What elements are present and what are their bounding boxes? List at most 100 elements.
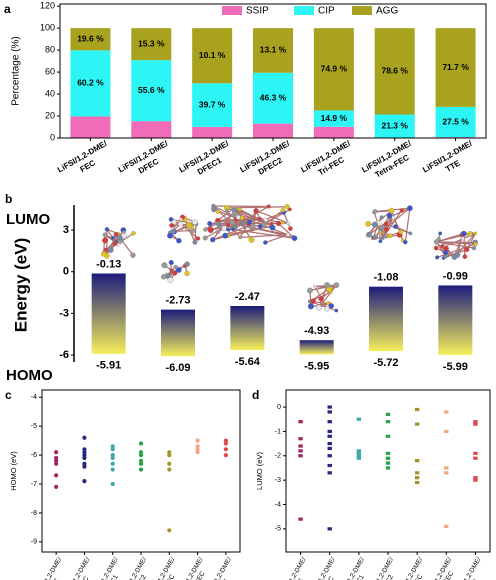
point	[473, 456, 478, 460]
atom	[318, 296, 324, 302]
x-tick-label-group: LiFSI/1,2-DME/Tri-FEC	[148, 556, 176, 580]
x-tick-label: Tri-FEC	[407, 573, 424, 580]
atom	[178, 221, 184, 227]
atom	[250, 223, 256, 229]
atom	[203, 227, 208, 232]
bond	[265, 234, 289, 244]
x-tick-label-group: LiFSI/1,2-DME/TTE	[205, 556, 233, 580]
atom	[366, 231, 372, 238]
atom	[406, 205, 413, 212]
bond	[213, 205, 269, 208]
point	[82, 435, 87, 440]
point	[327, 420, 332, 424]
point	[356, 449, 362, 453]
x-tick-label: DFEC	[321, 575, 336, 580]
point	[110, 447, 115, 452]
atom	[371, 221, 378, 228]
point	[298, 437, 303, 441]
lumo-value: -0.99	[443, 270, 468, 282]
atom	[202, 235, 208, 241]
atom	[225, 208, 230, 213]
x-tick-label-group: LiFSI/1,2-DME/DFEC2	[238, 138, 291, 176]
atom	[239, 215, 245, 221]
y-tick-label: -4	[275, 501, 281, 508]
point	[385, 412, 391, 416]
atom	[104, 247, 109, 252]
point	[327, 410, 332, 414]
atom	[436, 236, 441, 241]
atom	[131, 231, 136, 236]
legend-swatch	[294, 6, 314, 15]
atom	[225, 222, 231, 228]
x-tick-label-group: LiFSI/1,2-DME/FEC	[56, 138, 109, 174]
x-tick-label-group: LiFSI/1,2-DME/Tetra-FEC	[360, 138, 413, 179]
value-label: 13.1 %	[260, 45, 287, 55]
y-tick-label: -3	[59, 307, 69, 319]
lumo-value: -4.93	[304, 325, 329, 337]
point	[195, 444, 200, 449]
x-tick-label-group: LiFSI/1,2-DME/DFEC	[117, 138, 170, 175]
x-tick-label-group: LiFSI/1,2-DME/DFEC	[63, 556, 91, 580]
atom	[211, 206, 217, 213]
atom	[310, 298, 316, 304]
y-axis-label: Percentage (%)	[11, 36, 22, 105]
lumo-value: -1.08	[373, 272, 398, 284]
bar-segment	[192, 28, 233, 84]
y-axis-label: HOMO (eV)	[9, 451, 18, 491]
atom	[257, 216, 262, 221]
legend-label: AGG	[376, 6, 398, 17]
atom	[186, 222, 193, 229]
atom	[247, 219, 253, 225]
atom	[102, 237, 109, 244]
point	[327, 446, 332, 451]
x-tick-label-group: LiFSI/1,2-DME/FEC	[280, 556, 308, 580]
x-tick-label: LiFSI/1,2-DME/	[35, 556, 63, 580]
y-tick-label: 60	[45, 66, 55, 76]
point	[298, 420, 303, 424]
atom	[433, 245, 439, 251]
x-tick-label-group: LiFSI/1,2-DME/Tetra-FEC	[425, 556, 455, 580]
point	[223, 441, 228, 446]
x-tick-label: DFEC	[76, 575, 91, 580]
atom	[229, 219, 236, 226]
atom	[269, 221, 274, 226]
point	[414, 459, 420, 463]
homo-value: -5.72	[373, 357, 398, 369]
atom	[379, 215, 384, 220]
bar-segment	[374, 114, 415, 138]
atom	[443, 254, 448, 259]
point	[414, 480, 420, 485]
atom	[111, 235, 115, 240]
atom	[403, 239, 408, 245]
bar-segment	[70, 28, 111, 51]
legend-label: CIP	[318, 6, 335, 17]
point	[327, 434, 332, 438]
atom	[101, 251, 107, 257]
atom	[313, 284, 317, 289]
bond	[264, 209, 284, 226]
value-label: 46.3 %	[260, 92, 287, 102]
point	[298, 517, 303, 521]
bond	[385, 207, 411, 228]
panel-label: b	[5, 192, 12, 206]
lumo-heading: LUMO	[6, 211, 50, 228]
value-label: 39.7 %	[199, 99, 226, 109]
atom	[102, 232, 108, 238]
value-label: 55.6 %	[138, 85, 165, 95]
bond	[172, 218, 182, 230]
x-tick-label: FEC	[293, 577, 306, 580]
value-label: 14.9 %	[321, 113, 348, 123]
x-tick-label-group: LiFSI/1,2-DME/TTE	[454, 556, 482, 580]
bond	[120, 239, 134, 256]
atom	[334, 308, 339, 313]
atom	[440, 244, 445, 249]
point	[82, 455, 87, 461]
value-label: 27.5 %	[442, 116, 469, 126]
point	[54, 484, 59, 490]
atom	[167, 277, 174, 284]
bar-segment	[313, 28, 354, 111]
point	[356, 454, 362, 458]
point	[82, 464, 87, 469]
